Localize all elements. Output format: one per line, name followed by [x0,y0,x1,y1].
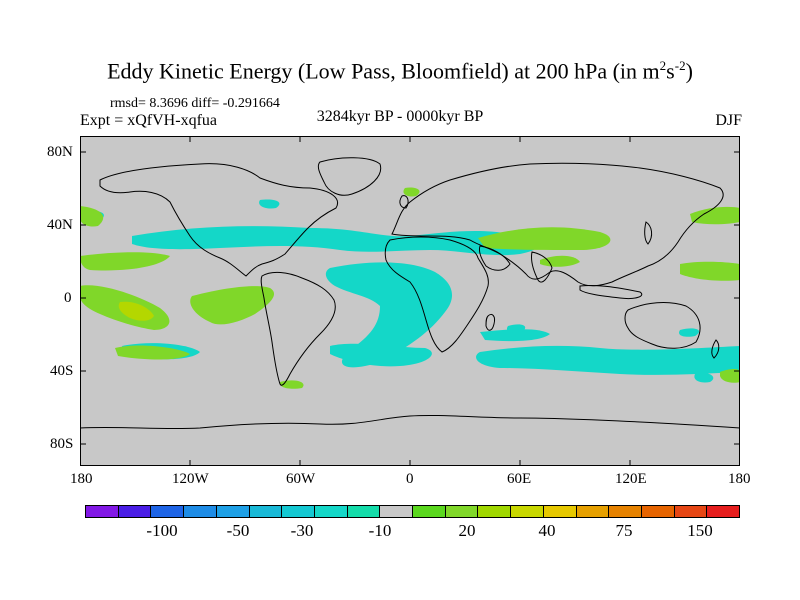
green-band-eastern-pacific [190,286,275,325]
lon-tick-label: 180 [728,471,751,487]
lon-tick-label: 180 [70,471,93,487]
australia-coast [624,302,701,349]
lon-tick-label: 120W [172,471,209,487]
lat-tick-label: 40S [50,363,74,379]
arabia-coast [479,245,511,271]
yellow-core-southwest-pacific [118,301,154,321]
colorbar-swatch [707,506,740,517]
colorbar-swatch [511,506,544,517]
map-frame [80,136,740,466]
coastlines [80,157,740,430]
eurasia-coast [391,162,724,287]
green-band-west-pacific-north [80,206,104,227]
colorbar-swatch [249,506,283,517]
colorbar-swatch [151,506,185,517]
lat-tick-label: 0 [64,290,72,306]
period-label: 3284kyr BP - 0000kyr BP [316,108,484,125]
rmsd-diff-stats: rmsd= 8.3696 diff= -0.291664 [110,96,280,111]
lon-tick-label: 0 [406,471,414,487]
colorbar-swatch [478,506,512,517]
colorbar-label: -30 [290,521,314,540]
cyan-band-indian-ocean [476,345,740,375]
cyan-band-south-indian [480,329,550,342]
green-band-north-pacific-east [690,206,740,225]
colorbar-swatch [314,506,348,517]
africa-coast [384,236,489,353]
colorbar-swatch [282,506,315,517]
anomaly-fields [80,187,740,389]
colorbar [85,505,740,518]
cyan-patch-pacific-east [679,328,700,337]
map-title: Eddy Kinetic Energy (Low Pass, Bloomfiel… [107,58,693,84]
colorbar-swatch [380,506,414,517]
japan-coast [644,221,653,245]
colorbar-label: -50 [226,521,250,540]
lon-tick-label: 60W [286,471,316,487]
north-america-coast [99,163,338,277]
colorbar-swatch [347,506,381,517]
experiment-label: Expt = xQfVH-xqfua [80,112,217,129]
colorbar-label: -100 [146,521,178,540]
cyan-band-south-atlantic [330,343,432,367]
india-coast [531,251,553,283]
green-patch-southern-ocean [720,369,740,383]
new-zealand-coast [711,339,720,359]
lat-tick-label: 80N [47,144,73,160]
cyan-band-north-atlantic [132,226,539,256]
colorbar-label: -10 [368,521,392,540]
colorbar-swatch [641,506,675,517]
green-patch-south-pacific-east [115,345,190,360]
green-band-north-pacific [80,252,170,271]
colorbar-swatch [609,506,642,517]
colorbar-swatch [86,506,119,517]
lat-tick-label: 80S [50,436,74,452]
season-label: DJF [715,112,742,129]
green-patch-europe [403,187,420,197]
cyan-patch-atlantic-north [259,199,280,209]
colorbar-label: 40 [538,521,556,540]
colorbar-swatch [216,506,250,517]
green-band-eurasia [478,227,611,250]
colorbar-swatch [674,506,708,517]
green-patch-south-america-tip [279,380,304,389]
cyan-patch-far-south [694,372,714,383]
uk-coast [399,195,409,209]
colorbar-label: 150 [687,521,713,540]
colorbar-swatch [118,506,152,517]
colorbar-swatch [184,506,217,517]
greenland-coast [317,157,382,196]
colorbar-label: 75 [615,521,633,540]
colorbar-swatch [445,506,479,517]
cyan-patch-indian-west [506,324,526,333]
south-america-coast [260,271,336,386]
antarctica-coast [80,414,740,430]
lat-tick-label: 40N [47,217,73,233]
colorbar-label: 20 [458,521,476,540]
colorbar-swatch [576,506,610,517]
colorbar-swatch [543,506,577,517]
green-band-east-pacific-mid [680,261,740,281]
cyan-band-tropical-atlantic [325,262,453,368]
lon-tick-label: 120E [615,471,647,487]
world-map [80,136,740,466]
indonesia-coast [579,285,643,299]
madagascar-coast [485,313,495,331]
colorbar-swatch [413,506,446,517]
lon-tick-label: 60E [507,471,532,487]
